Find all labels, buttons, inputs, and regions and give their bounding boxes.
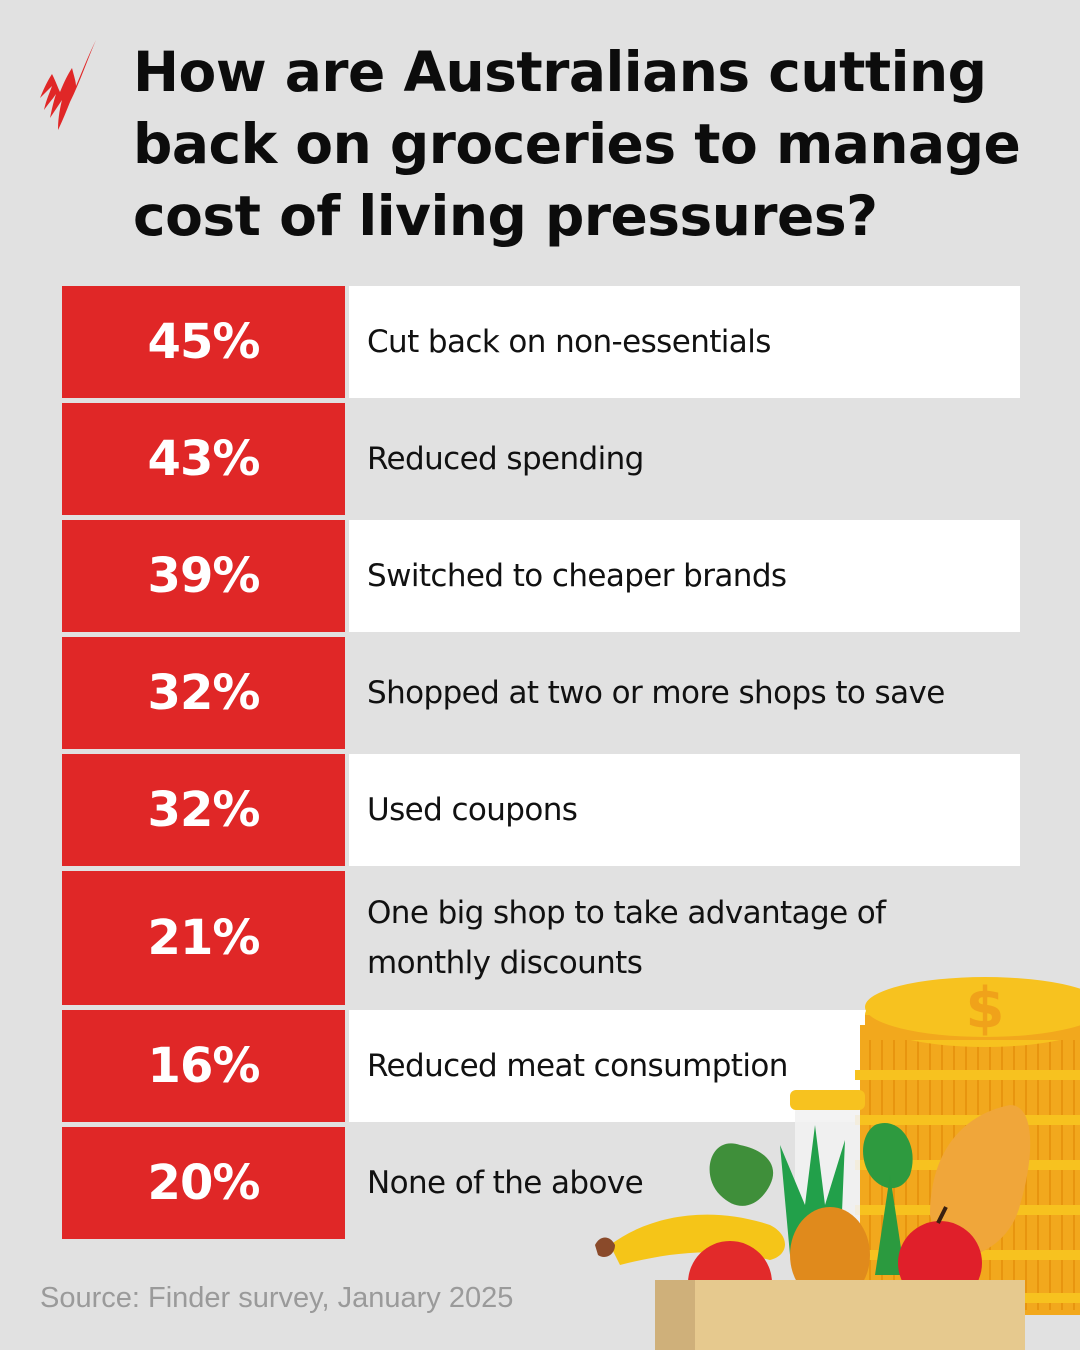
table-row: 45% Cut back on non-essentials bbox=[62, 286, 1020, 398]
percentage-cell: 45% bbox=[62, 286, 345, 398]
label-cell: Switched to cheaper brands bbox=[349, 520, 1020, 632]
table-row: 43% Reduced spending bbox=[62, 403, 1020, 515]
label-cell: Shopped at two or more shops to save bbox=[349, 637, 1020, 749]
percentage-cell: 20% bbox=[62, 1127, 345, 1239]
table-row: 32% Used coupons bbox=[62, 754, 1020, 866]
percentage-cell: 39% bbox=[62, 520, 345, 632]
percentage-cell: 32% bbox=[62, 754, 345, 866]
table-row: 39% Switched to cheaper brands bbox=[62, 520, 1020, 632]
label-cell: Used coupons bbox=[349, 754, 1020, 866]
label-cell: Reduced spending bbox=[349, 403, 1020, 515]
label-cell: Cut back on non-essentials bbox=[349, 286, 1020, 398]
percentage-cell: 32% bbox=[62, 637, 345, 749]
svg-text:$: $ bbox=[966, 976, 1005, 1041]
source-note: Source: Finder survey, January 2025 bbox=[40, 1282, 514, 1314]
page-title: How are Australians cutting back on groc… bbox=[133, 40, 1021, 248]
table-row: 21% One big shop to take advantage of mo… bbox=[62, 871, 1020, 1005]
grocery-bag-and-coins-icon: $ bbox=[595, 976, 1080, 1350]
percentage-cell: 16% bbox=[62, 1010, 345, 1122]
percentage-cell: 43% bbox=[62, 403, 345, 515]
table-row: 32% Shopped at two or more shops to save bbox=[62, 637, 1020, 749]
sbs-logo-icon bbox=[40, 40, 96, 130]
label-cell: One big shop to take advantage of monthl… bbox=[349, 871, 1020, 1005]
percentage-cell: 21% bbox=[62, 871, 345, 1005]
